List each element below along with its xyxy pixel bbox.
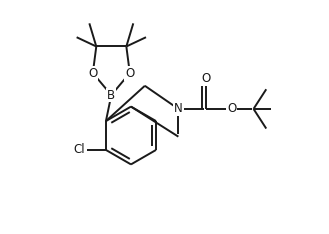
Text: O: O bbox=[88, 66, 97, 80]
Text: O: O bbox=[201, 72, 211, 85]
Text: O: O bbox=[125, 66, 135, 80]
Text: N: N bbox=[174, 102, 183, 115]
Text: O: O bbox=[227, 102, 236, 115]
Text: Cl: Cl bbox=[73, 143, 85, 157]
Text: B: B bbox=[107, 88, 115, 102]
